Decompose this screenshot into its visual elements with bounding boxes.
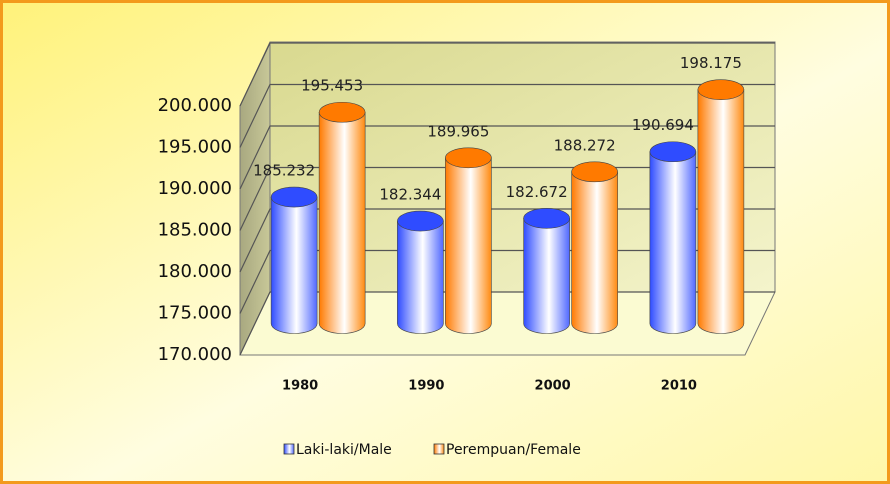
- data-label: 189.965: [427, 122, 489, 140]
- bar-top: [523, 208, 570, 229]
- x-tick-label: 1980: [282, 379, 318, 394]
- bar: [649, 151, 697, 334]
- bar-top: [318, 101, 366, 123]
- bar-top: [571, 161, 618, 183]
- bar: [571, 171, 618, 334]
- bar: [397, 220, 444, 334]
- y-tick-label: 190.000: [158, 178, 232, 199]
- grid-line: [239, 42, 775, 107]
- bar-top: [397, 210, 444, 232]
- bar: [318, 111, 366, 334]
- x-tick-label: 2000: [535, 379, 571, 394]
- data-label: 188.272: [554, 136, 616, 154]
- x-tick-label: 2010: [661, 379, 697, 394]
- y-tick-label: 175.000: [158, 303, 232, 324]
- y-tick-label: 180.000: [158, 261, 232, 282]
- bar: [270, 196, 318, 334]
- data-label: 182.672: [506, 183, 568, 201]
- bar-top: [270, 186, 318, 208]
- bar-top: [649, 141, 697, 163]
- data-label: 195.453: [301, 77, 363, 95]
- data-label: 190.694: [632, 116, 694, 134]
- bar-top: [697, 79, 745, 100]
- data-label: 185.232: [253, 162, 315, 180]
- grid-line: [239, 125, 775, 190]
- legend-label: Perempuan/Female: [446, 442, 581, 458]
- bar: [523, 218, 570, 334]
- data-label: 198.175: [680, 54, 742, 72]
- y-tick-label: 195.000: [158, 137, 232, 158]
- bar: [697, 89, 745, 334]
- x-tick-label: 1990: [408, 379, 444, 394]
- bar-top: [445, 147, 492, 169]
- grid-line: [239, 83, 775, 148]
- y-tick-label: 185.000: [158, 220, 232, 241]
- y-tick-label: 170.000: [158, 344, 232, 365]
- data-label: 182.344: [379, 186, 441, 204]
- legend-swatch: [433, 443, 445, 455]
- y-tick-label: 200.000: [158, 95, 232, 116]
- bar: [445, 157, 492, 334]
- legend-label: Laki-laki/Male: [296, 442, 392, 458]
- legend-swatch: [283, 443, 295, 455]
